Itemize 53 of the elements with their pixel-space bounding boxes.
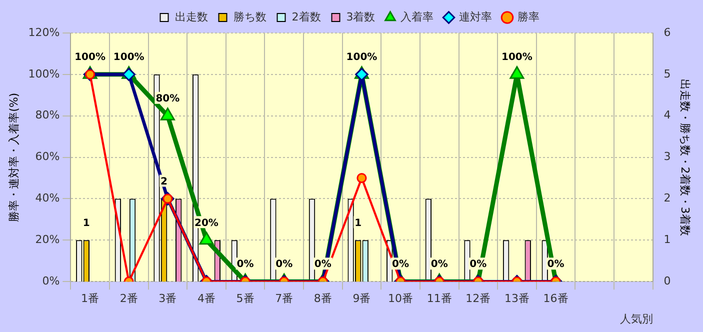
y2-tick-label: 1 [664,233,671,246]
x-tick-label: 1番 [81,292,100,306]
legend-label: 2着数 [292,10,321,24]
data-label: 2 [160,176,168,188]
data-label: 20% [194,218,218,229]
legend-label: 入着率 [400,10,434,24]
y-tick-label: 120% [28,26,60,39]
y-axis-title: 勝率・連対率・入着率(%) [7,92,20,222]
x-tick-label: 9番 [352,292,371,306]
x-tick-label: 16番 [543,292,568,306]
y-tick-label: 80% [35,108,60,122]
data-label: 0% [430,259,448,270]
data-label: 0% [547,259,564,270]
y2-tick-label: 3 [664,150,671,164]
legend-label: 勝ち数 [233,10,266,24]
y-tick-label: 20% [35,233,60,246]
data-label: 80% [156,93,180,104]
x-axis-title: 人気別 [620,312,653,326]
x-tick-label: 13番 [504,292,530,306]
x-tick-label: 5番 [236,292,254,306]
y-tick-label: 100% [28,67,60,80]
legend-label: 3着数 [346,10,376,24]
data-label: 1 [354,218,362,229]
y2-tick-label: 0 [664,274,671,288]
data-label: 0% [276,259,293,270]
x-tick-label: 10番 [388,292,414,306]
x-tick-label: 7番 [275,292,294,306]
y2-tick-label: 6 [664,26,671,39]
data-label: 100% [113,52,144,64]
x-tick-label: 8番 [314,292,332,306]
y-tick-label: 0% [42,274,60,288]
data-label: 0% [392,259,410,270]
x-tick-label: 2番 [120,292,138,306]
data-label: 100% [346,52,378,64]
y2-tick-label: 5 [664,67,671,80]
data-label: 0% [470,259,487,270]
data-label: 0% [314,259,332,270]
x-tick-label: 4番 [197,292,216,306]
y2-tick-label: 2 [664,192,671,205]
y2-axis-title: 出走数・勝ち数・2着数・3着数 [678,78,692,236]
data-label: 100% [502,52,532,64]
y-tick-label: 40% [35,192,60,205]
legend-label: 出走数 [174,10,208,24]
y2-tick-label: 4 [664,108,671,122]
y-tick-label: 60% [35,150,60,164]
legend-label: 連対率 [459,10,492,24]
legend-label: 勝率 [518,10,540,24]
x-tick-label: 12番 [466,292,491,306]
data-label: 0% [236,259,254,270]
x-tick-label: 11番 [426,292,452,306]
data-label: 1 [82,218,90,229]
data-label: 100% [74,52,106,64]
x-tick-label: 3番 [158,292,177,306]
